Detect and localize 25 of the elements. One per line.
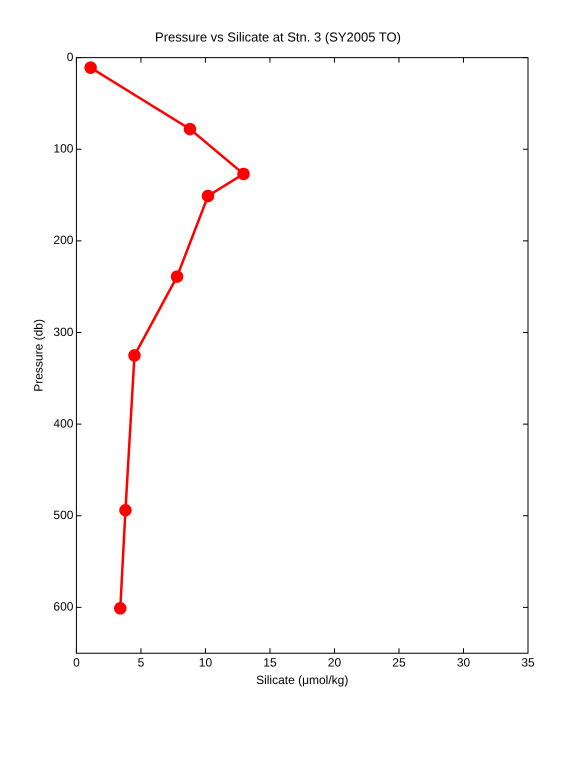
y-tick-label: 500 — [53, 508, 74, 522]
y-tick-label: 300 — [53, 324, 74, 339]
y-tick-label: 200 — [53, 233, 74, 248]
point — [202, 190, 214, 202]
point — [128, 349, 141, 362]
point — [237, 168, 250, 180]
x-tick-label: 5 — [138, 656, 145, 670]
x-tick-label: 30 — [456, 656, 470, 670]
y-tick-label: 400 — [53, 416, 74, 430]
x-tick-label: 20 — [328, 656, 342, 670]
x-tick-label: 15 — [263, 656, 277, 670]
chart-title: Pressure vs Silicate at Stn. 3 (SY2005 TO) — [155, 29, 401, 44]
y-axis-title: Pressure (db) — [32, 319, 46, 392]
x-tick-label: 10 — [198, 656, 212, 670]
y-tick-label: 600 — [53, 600, 74, 614]
point — [114, 602, 127, 615]
point — [119, 504, 132, 517]
x-axis-title: Silicate (μmol/kg) — [256, 673, 348, 688]
point — [184, 122, 196, 136]
y-tick-label: 100 — [53, 142, 74, 156]
y-tick-label: 0 — [66, 50, 74, 64]
x-tick-label: 25 — [392, 656, 406, 670]
x-tick-label: 35 — [521, 656, 535, 670]
point — [170, 270, 184, 283]
point — [84, 61, 97, 74]
